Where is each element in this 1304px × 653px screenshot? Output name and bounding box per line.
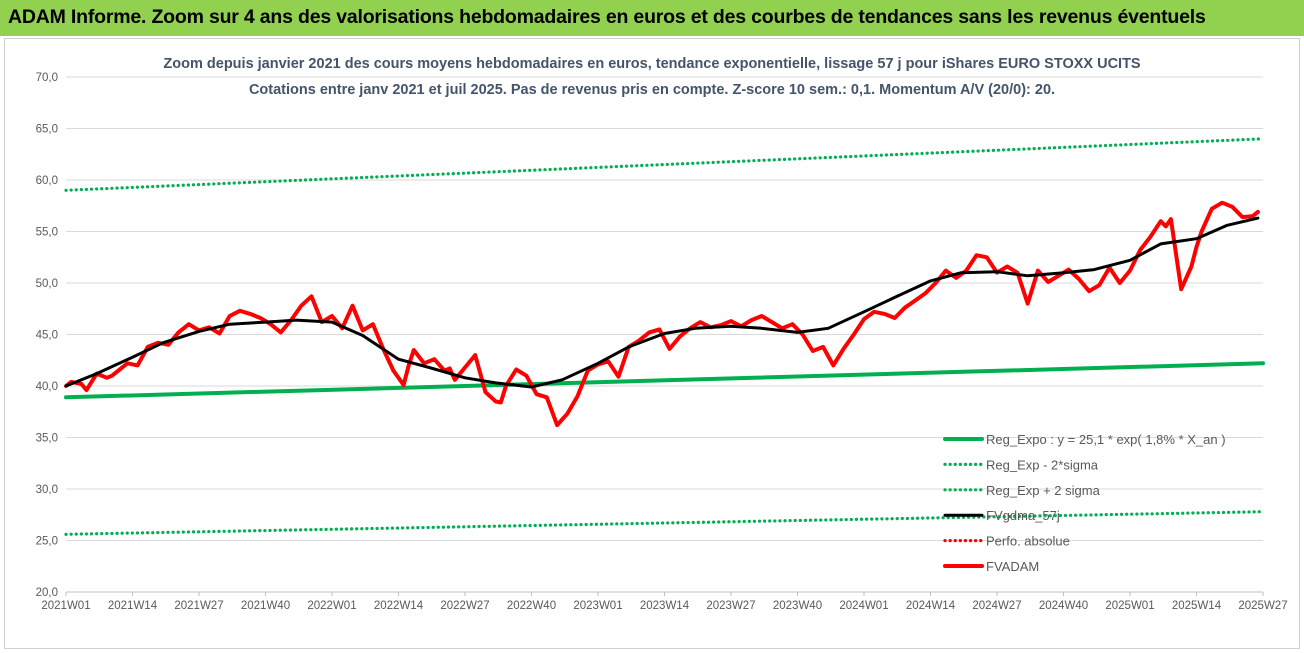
x-tick-label: 2021W27	[174, 600, 223, 612]
legend-label-reg-exp-minus-2sigma: Reg_Exp - 2*sigma	[986, 457, 1099, 472]
legend-label-fvadam: FVADAM	[986, 559, 1039, 574]
chart-frame	[4, 38, 1300, 649]
series-layer	[64, 137, 1265, 536]
x-tick-label: 2021W14	[108, 600, 158, 612]
legend-label-reg-exp-plus-2sigma: Reg_Exp + 2 sigma	[986, 483, 1101, 498]
y-tick-label: 30,0	[36, 484, 58, 496]
legend: Reg_Expo : y = 25,1 * exp( 1,8% * X_an )…	[943, 432, 1226, 574]
y-tick-label: 65,0	[36, 124, 58, 136]
series-line-reg-expo	[64, 361, 1265, 400]
x-tick-label: 2024W01	[839, 600, 888, 612]
series-line-fvgdma-57j	[64, 216, 1260, 389]
y-tick-label: 25,0	[36, 536, 58, 548]
y-tick-label: 35,0	[36, 433, 58, 445]
y-tick-label: 45,0	[36, 330, 58, 342]
x-tick-label: 2022W14	[374, 600, 424, 612]
y-tick-label: 70,0	[36, 72, 58, 84]
x-tick-label: 2022W01	[307, 600, 356, 612]
series-line-reg-exp-plus-2sigma	[64, 137, 1265, 192]
x-tick-label: 2022W27	[440, 600, 489, 612]
chart-title-line2: Cotations entre janv 2021 et juil 2025. …	[249, 82, 1055, 98]
legend-label-fvgdma-57j: FVgdma_57j	[986, 508, 1060, 523]
y-tick-label: 20,0	[36, 587, 58, 599]
x-tick-label: 2022W40	[507, 600, 556, 612]
legend-label-perfo-absolue: Perfo. absolue	[986, 534, 1070, 549]
chart-title-line1: Zoom depuis janvier 2021 des cours moyen…	[163, 56, 1141, 72]
x-tick-label: 2024W40	[1039, 600, 1088, 612]
x-tick-label: 2024W27	[972, 600, 1021, 612]
x-tick-label: 2024W14	[906, 600, 956, 612]
y-tick-label: 55,0	[36, 227, 58, 239]
series-line-reg-exp-minus-2sigma	[64, 510, 1265, 536]
x-tick-label: 2025W01	[1105, 600, 1154, 612]
x-tick-label: 2025W14	[1172, 600, 1222, 612]
x-tick-label: 2023W40	[773, 600, 822, 612]
y-tick-label: 40,0	[36, 381, 58, 393]
y-axis-ticks: 20,0 25,0 30,0 35,0 40,0 45,0 50,0 55,0 60,0 65,0…	[36, 72, 58, 599]
banner-title: ADAM Informe. Zoom sur 4 ans des valoris…	[8, 6, 1206, 28]
x-tick-label: 2025W27	[1238, 600, 1287, 612]
y-tick-label: 50,0	[36, 278, 58, 290]
x-tick-label: 2021W40	[241, 600, 290, 612]
x-axis-ticks: 2021W01 2021W14 2021W27 2021W40 2022W01 2022W…	[41, 592, 1288, 612]
x-tick-label: 2023W14	[640, 600, 690, 612]
x-tick-label: 2023W01	[573, 600, 622, 612]
y-tick-label: 60,0	[36, 175, 58, 187]
header-banner: ADAM Informe. Zoom sur 4 ans des valoris…	[0, 0, 1304, 36]
x-tick-label: 2021W01	[41, 600, 90, 612]
legend-label-reg-expo: Reg_Expo : y = 25,1 * exp( 1,8% * X_an )	[986, 432, 1226, 447]
x-tick-label: 2023W27	[706, 600, 755, 612]
